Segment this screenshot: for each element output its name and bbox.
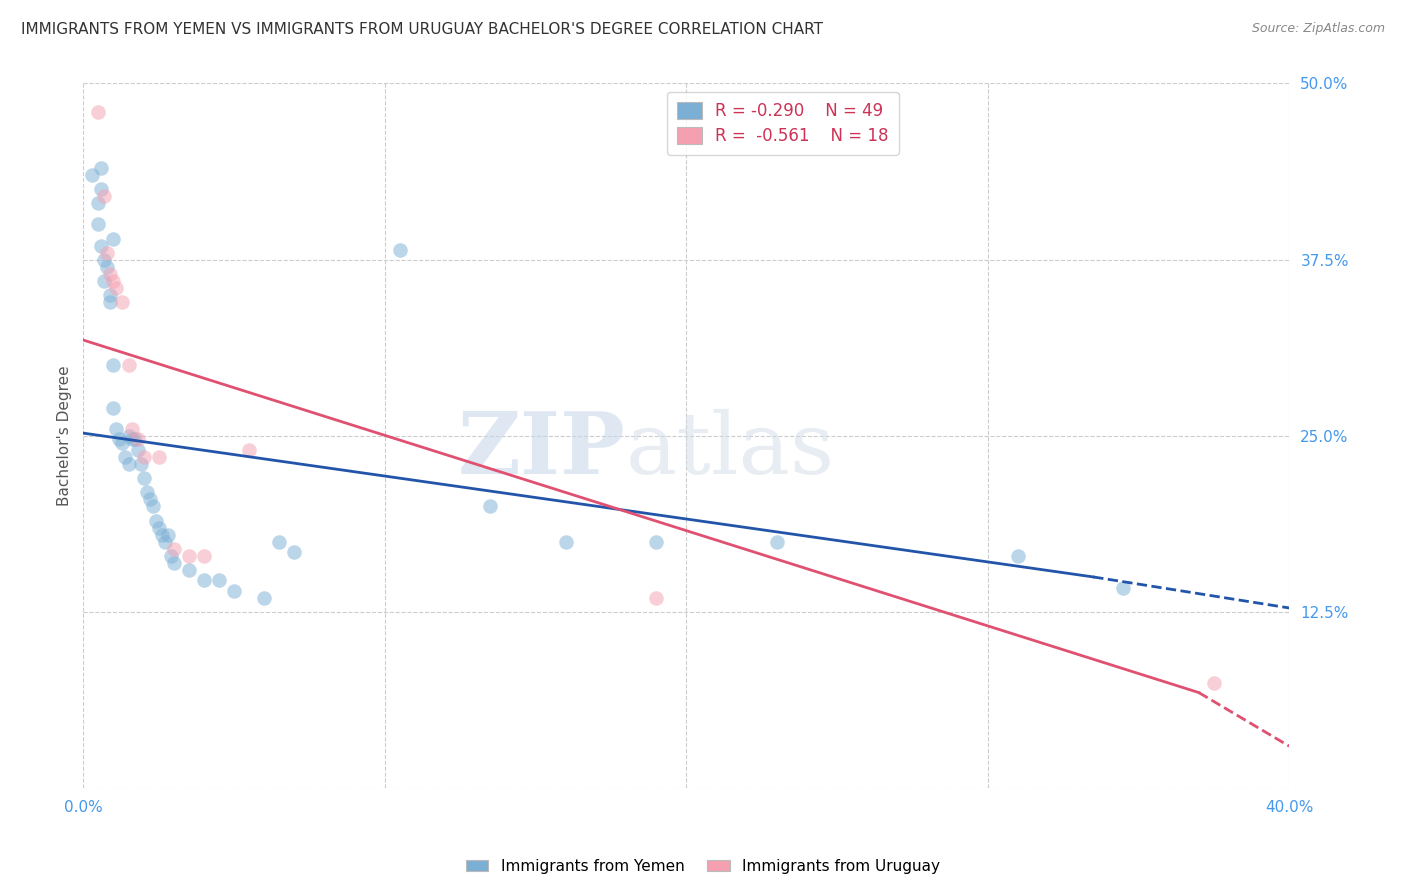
Point: [93, 189, 115, 203]
Point: [96, 245, 118, 260]
Point: [121, 432, 143, 446]
Point: [117, 429, 139, 443]
Point: [124, 432, 146, 446]
Point: [765, 534, 787, 549]
Point: [156, 527, 179, 541]
Point: [222, 584, 245, 599]
Point: [238, 443, 260, 458]
Point: [103, 359, 125, 373]
Point: [103, 401, 125, 415]
Point: [100, 295, 122, 310]
Point: [645, 534, 668, 549]
Point: [103, 231, 125, 245]
Point: [93, 274, 115, 288]
Point: [90, 238, 112, 252]
Point: [87, 104, 110, 119]
Point: [129, 457, 152, 471]
Point: [1007, 549, 1029, 563]
Point: [127, 432, 149, 446]
Legend: R = -0.290    N = 49, R =  -0.561    N = 18: R = -0.290 N = 49, R = -0.561 N = 18: [666, 92, 898, 155]
Point: [193, 573, 215, 587]
Point: [177, 563, 200, 577]
Point: [127, 443, 149, 458]
Point: [117, 359, 139, 373]
Y-axis label: Bachelor's Degree: Bachelor's Degree: [58, 366, 72, 507]
Point: [103, 274, 125, 288]
Point: [145, 514, 167, 528]
Point: [87, 196, 110, 211]
Point: [269, 534, 291, 549]
Point: [253, 591, 276, 606]
Point: [388, 243, 411, 257]
Point: [159, 549, 181, 563]
Point: [132, 450, 155, 464]
Point: [163, 556, 186, 570]
Point: [1202, 675, 1225, 690]
Point: [193, 549, 215, 563]
Point: [114, 450, 136, 464]
Point: [138, 492, 160, 507]
Text: atlas: atlas: [626, 409, 835, 491]
Point: [479, 500, 502, 514]
Point: [100, 288, 122, 302]
Point: [108, 432, 131, 446]
Point: [100, 267, 122, 281]
Point: [132, 471, 155, 485]
Point: [105, 422, 128, 436]
Legend: Immigrants from Yemen, Immigrants from Uruguay: Immigrants from Yemen, Immigrants from U…: [460, 853, 946, 880]
Point: [645, 591, 668, 606]
Point: [554, 534, 576, 549]
Point: [121, 422, 143, 436]
Point: [148, 450, 170, 464]
Point: [142, 500, 165, 514]
Point: [150, 527, 173, 541]
Point: [153, 534, 176, 549]
Point: [163, 541, 186, 556]
Point: [208, 573, 231, 587]
Point: [90, 161, 112, 175]
Point: [111, 295, 134, 310]
Point: [111, 436, 134, 450]
Point: [90, 182, 112, 196]
Text: Source: ZipAtlas.com: Source: ZipAtlas.com: [1251, 22, 1385, 36]
Point: [117, 457, 139, 471]
Point: [148, 520, 170, 534]
Point: [96, 260, 118, 274]
Text: ZIP: ZIP: [458, 408, 626, 492]
Point: [82, 168, 104, 182]
Text: IMMIGRANTS FROM YEMEN VS IMMIGRANTS FROM URUGUAY BACHELOR'S DEGREE CORRELATION C: IMMIGRANTS FROM YEMEN VS IMMIGRANTS FROM…: [21, 22, 823, 37]
Point: [87, 218, 110, 232]
Point: [105, 281, 128, 295]
Point: [1112, 581, 1135, 595]
Point: [135, 485, 157, 500]
Point: [283, 544, 305, 558]
Point: [93, 252, 115, 267]
Point: [177, 549, 200, 563]
